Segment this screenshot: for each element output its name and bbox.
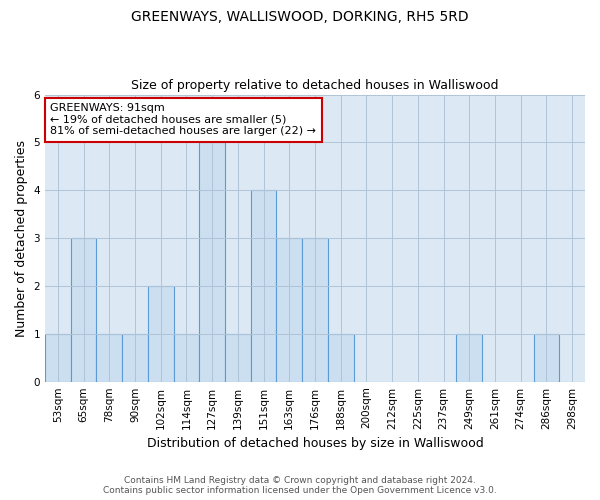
- Bar: [251, 190, 277, 382]
- Text: GREENWAYS, WALLISWOOD, DORKING, RH5 5RD: GREENWAYS, WALLISWOOD, DORKING, RH5 5RD: [131, 10, 469, 24]
- Bar: [277, 238, 302, 382]
- Bar: [122, 334, 148, 382]
- Bar: [225, 334, 251, 382]
- Bar: [199, 142, 225, 382]
- Bar: [71, 238, 97, 382]
- Bar: [148, 286, 173, 382]
- Bar: [173, 334, 199, 382]
- Bar: [457, 334, 482, 382]
- Title: Size of property relative to detached houses in Walliswood: Size of property relative to detached ho…: [131, 79, 499, 92]
- Bar: [533, 334, 559, 382]
- X-axis label: Distribution of detached houses by size in Walliswood: Distribution of detached houses by size …: [146, 437, 484, 450]
- Text: Contains HM Land Registry data © Crown copyright and database right 2024.
Contai: Contains HM Land Registry data © Crown c…: [103, 476, 497, 495]
- Bar: [328, 334, 353, 382]
- Bar: [97, 334, 122, 382]
- Y-axis label: Number of detached properties: Number of detached properties: [15, 140, 28, 336]
- Bar: [302, 238, 328, 382]
- Text: GREENWAYS: 91sqm
← 19% of detached houses are smaller (5)
81% of semi-detached h: GREENWAYS: 91sqm ← 19% of detached house…: [50, 103, 316, 136]
- Bar: [45, 334, 71, 382]
